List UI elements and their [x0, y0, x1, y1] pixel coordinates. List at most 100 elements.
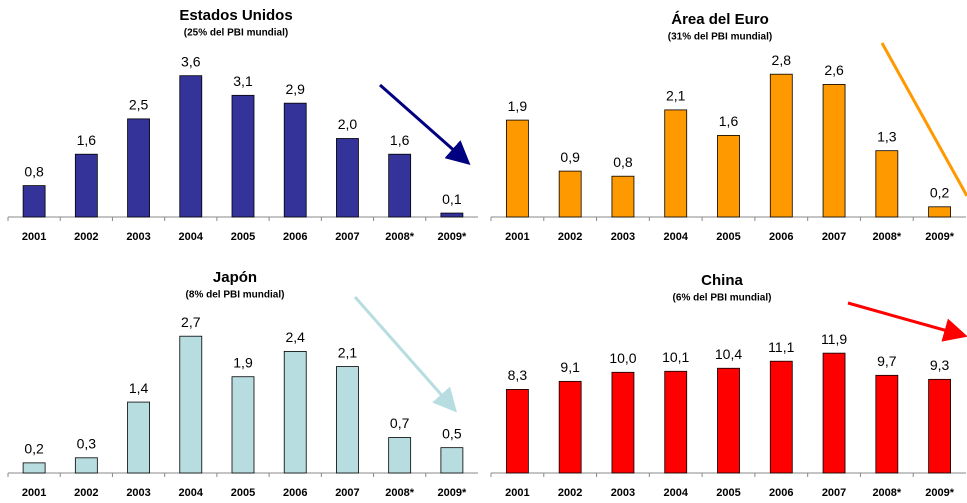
- value-label: 0,2: [930, 185, 950, 201]
- bar: [74, 153, 98, 218]
- x-tick-label: 2005: [231, 231, 255, 243]
- bar: [388, 153, 412, 218]
- x-tick-label: 2008*: [872, 487, 901, 499]
- x-tick-label: 2003: [126, 487, 150, 499]
- bar: [127, 118, 150, 218]
- value-label: 0,9: [560, 149, 580, 165]
- value-label: 9,3: [930, 357, 950, 373]
- x-tick-label: 2008*: [385, 487, 414, 499]
- x-tick-label: 2007: [335, 487, 359, 499]
- bar: [22, 185, 46, 218]
- bar: [558, 170, 582, 218]
- bar: [611, 371, 635, 474]
- value-label: 0,5: [442, 425, 462, 441]
- value-label: 1,6: [719, 113, 739, 129]
- value-label: 1,6: [390, 132, 410, 148]
- bar: [127, 401, 150, 474]
- x-tick-label: 2003: [611, 487, 635, 499]
- value-label: 2,7: [181, 314, 201, 330]
- x-tick-label: 2004: [179, 487, 204, 499]
- bar: [336, 138, 359, 218]
- value-label: 0,1: [442, 191, 462, 207]
- value-label: 1,6: [77, 132, 97, 148]
- chart-subtitle: (6% del PBI mundial): [673, 293, 772, 304]
- bar: [505, 389, 529, 474]
- bar: [928, 206, 952, 218]
- x-tick-label: 2007: [822, 487, 846, 499]
- value-label: 2,1: [338, 344, 358, 360]
- bar: [179, 335, 203, 474]
- value-label: 1,9: [233, 354, 253, 370]
- bar: [928, 378, 952, 474]
- x-tick-label: 2002: [558, 231, 582, 243]
- value-label: 1,9: [508, 98, 528, 114]
- trend-arrow: [353, 296, 457, 413]
- value-label: 2,8: [772, 52, 792, 68]
- x-tick-label: 2007: [335, 231, 359, 243]
- bar: [822, 352, 846, 474]
- bar: [440, 447, 464, 474]
- bar: [74, 457, 98, 474]
- value-label: 2,6: [824, 62, 844, 78]
- value-label: 0,2: [24, 441, 44, 457]
- chart-subtitle: (31% del PBI mundial): [668, 32, 772, 43]
- value-label: 9,7: [877, 353, 897, 369]
- x-tick-label: 2009*: [438, 487, 467, 499]
- x-tick-label: 2002: [74, 487, 98, 499]
- value-label: 2,4: [285, 329, 305, 345]
- x-tick-label: 2001: [505, 231, 529, 243]
- bar: [875, 150, 899, 218]
- bar: [822, 84, 846, 218]
- x-tick-label: 2006: [769, 487, 793, 499]
- x-tick-label: 2003: [126, 231, 150, 243]
- x-tick-label: 2001: [22, 487, 46, 499]
- x-tick-label: 2004: [663, 231, 688, 243]
- bar: [717, 367, 740, 474]
- value-label: 2,1: [666, 88, 686, 104]
- x-tick-label: 2009*: [925, 231, 954, 243]
- value-label: 11,1: [768, 339, 794, 355]
- value-label: 10,1: [662, 349, 689, 365]
- value-label: 9,1: [560, 359, 580, 375]
- value-label: 0,3: [77, 436, 97, 452]
- x-tick-label: 2006: [283, 487, 307, 499]
- trend-arrow: [880, 42, 967, 197]
- value-label: 10,4: [715, 346, 742, 362]
- chart-subtitle: (25% del PBI mundial): [184, 28, 288, 39]
- x-tick-label: 2008*: [385, 231, 414, 243]
- bar: [558, 380, 582, 474]
- value-label: 0,7: [390, 415, 410, 431]
- x-tick-label: 2004: [663, 487, 688, 499]
- bar: [283, 350, 307, 474]
- bar: [179, 75, 203, 218]
- x-tick-label: 2004: [179, 231, 204, 243]
- chart-title: Área del Euro: [671, 11, 769, 28]
- x-tick-label: 2009*: [925, 487, 954, 499]
- bar: [769, 360, 793, 474]
- bar: [611, 175, 635, 218]
- bar: [505, 119, 529, 218]
- value-label: 11,9: [821, 331, 847, 347]
- bar: [231, 376, 255, 474]
- x-tick-label: 2006: [769, 231, 793, 243]
- chart-title: China: [701, 272, 743, 289]
- value-label: 2,0: [338, 116, 358, 132]
- value-label: 2,5: [129, 97, 149, 113]
- trend-arrow: [379, 83, 471, 165]
- x-tick-label: 2009*: [438, 231, 467, 243]
- bar: [440, 212, 464, 218]
- value-label: 2,9: [285, 81, 305, 97]
- value-label: 1,3: [877, 128, 897, 144]
- value-label: 3,6: [181, 53, 201, 69]
- value-label: 0,8: [613, 154, 633, 170]
- x-tick-label: 2002: [558, 487, 582, 499]
- value-label: 3,1: [233, 73, 253, 89]
- x-tick-label: 2007: [822, 231, 846, 243]
- x-tick-label: 2001: [22, 231, 46, 243]
- value-label: 0,8: [24, 163, 44, 179]
- chart-title: Japón: [213, 269, 257, 286]
- x-tick-label: 2005: [231, 487, 255, 499]
- bar: [336, 366, 359, 474]
- x-tick-label: 2005: [716, 231, 740, 243]
